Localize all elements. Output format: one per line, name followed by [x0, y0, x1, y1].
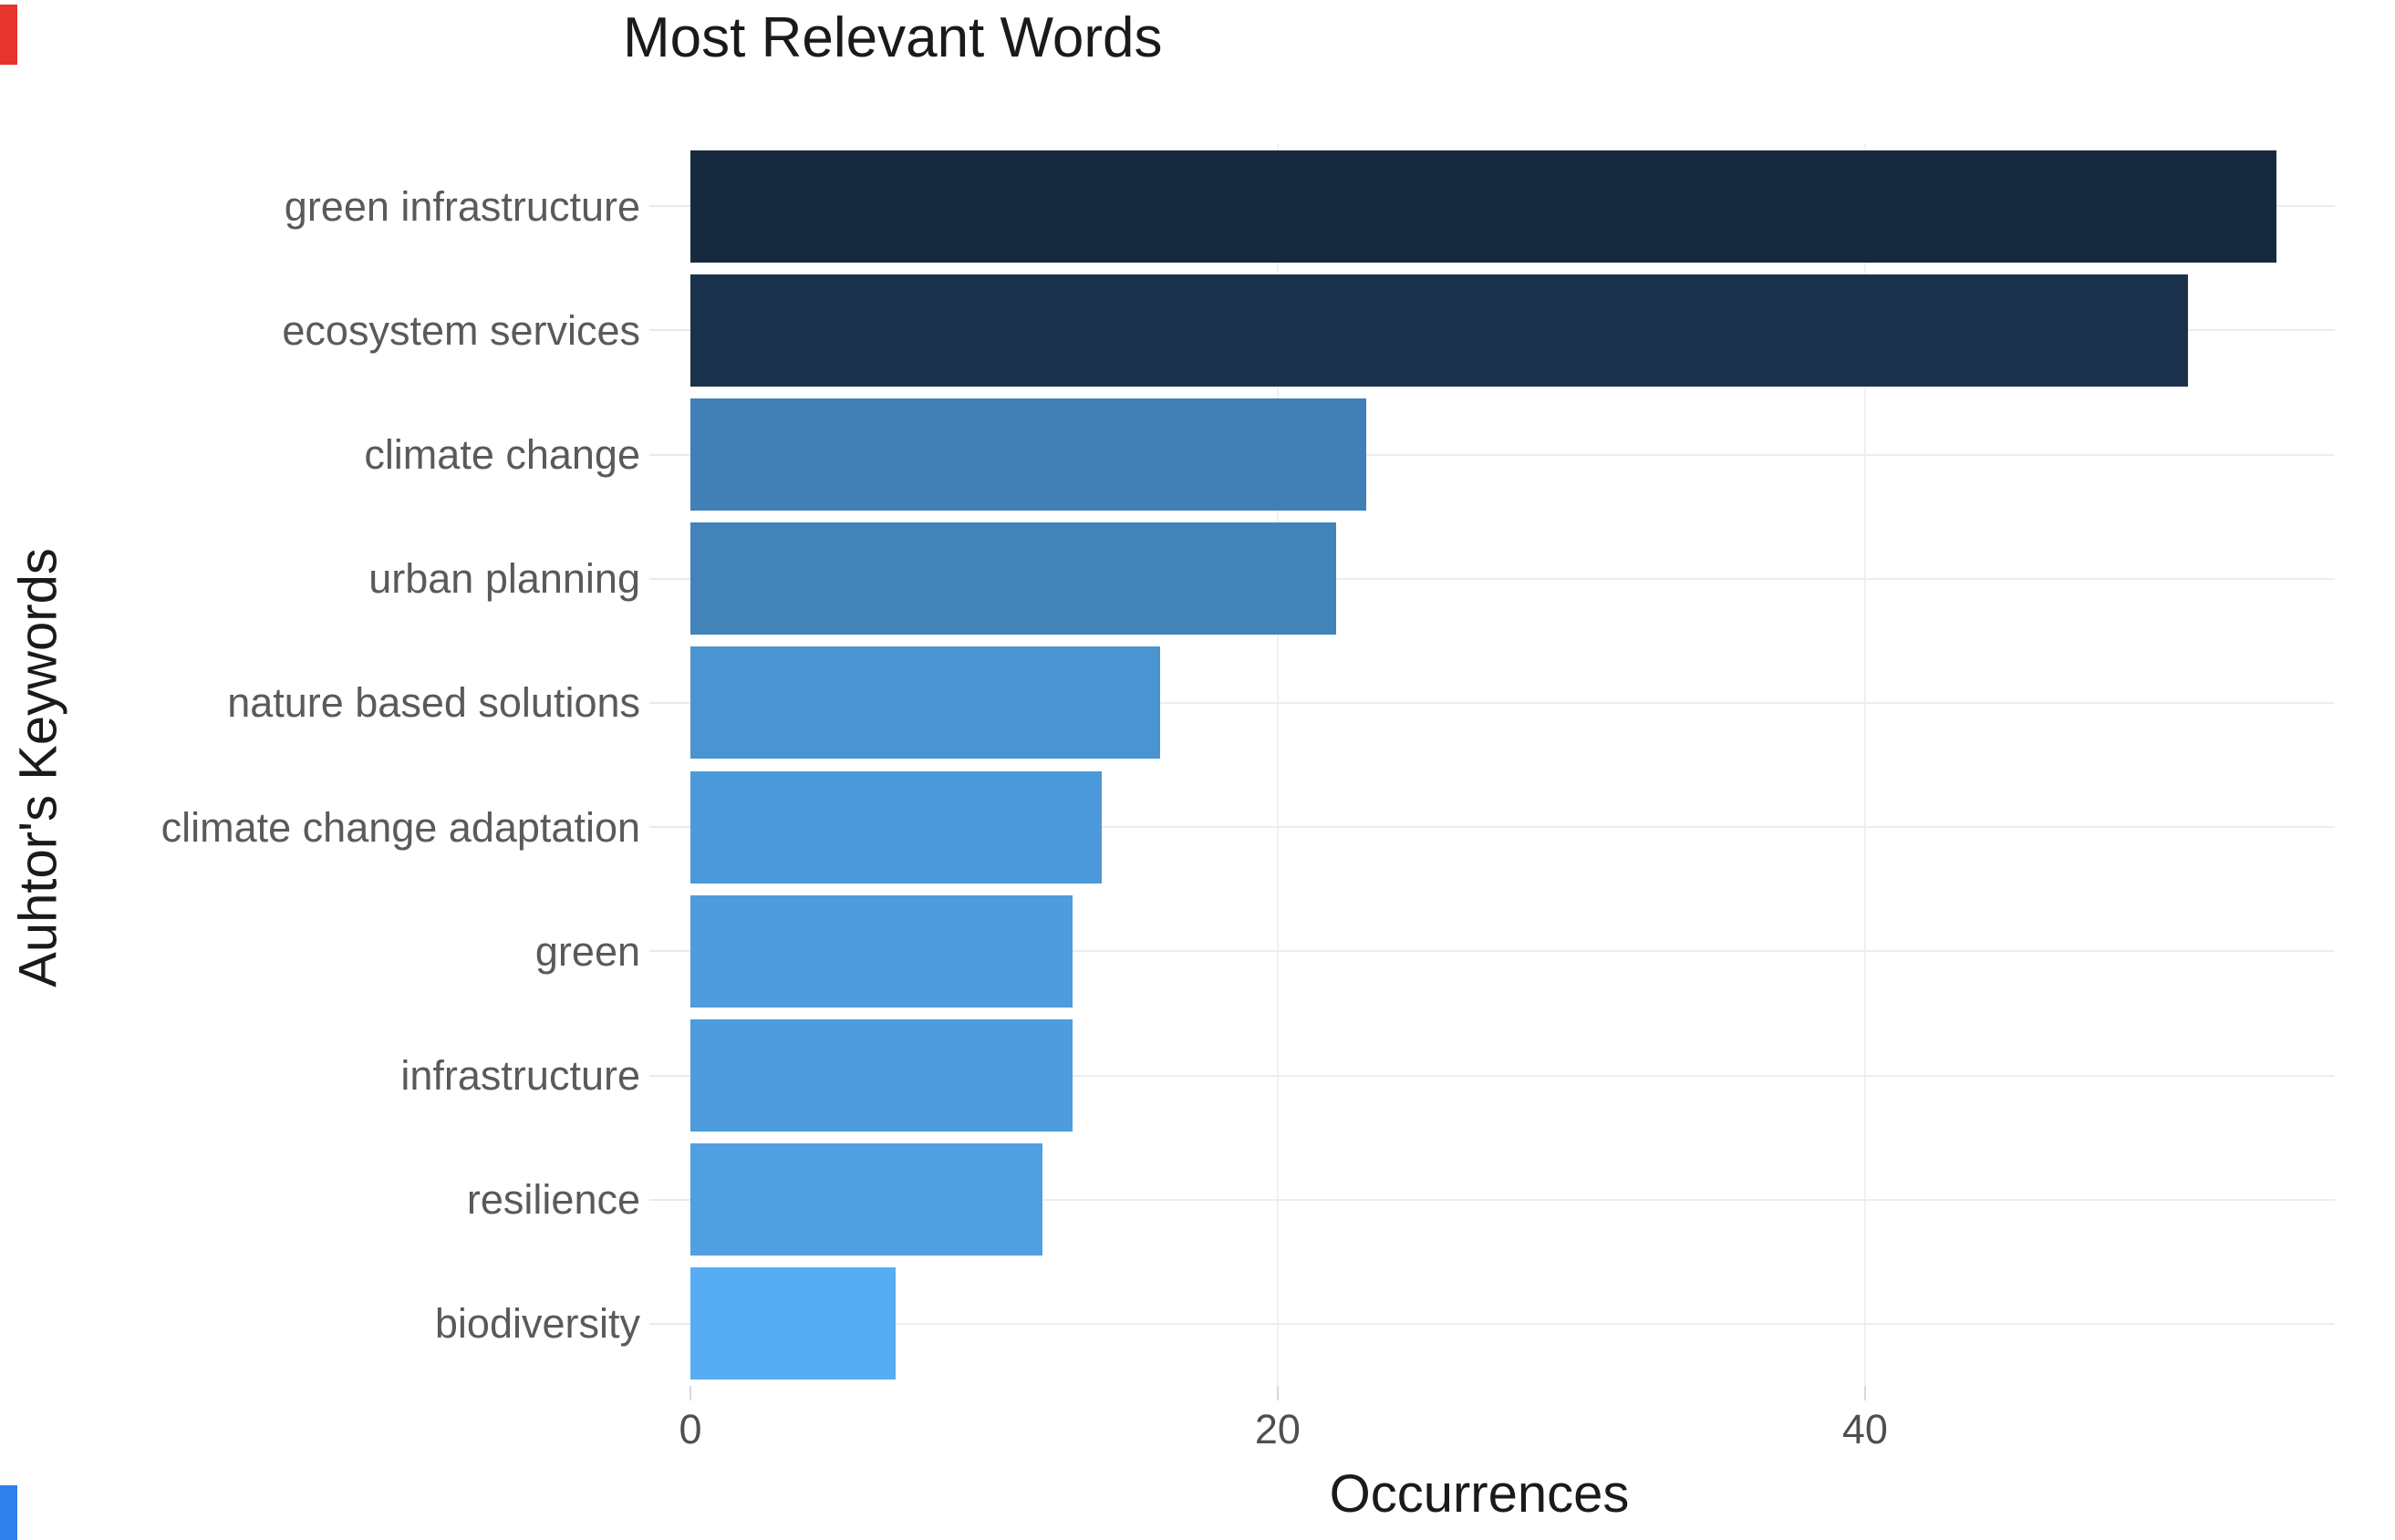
- plot-area: green infrastructure ecosystem services …: [0, 144, 2335, 1386]
- category-label: infrastructure: [400, 1052, 640, 1100]
- vertical-gridlines: [690, 144, 2335, 1386]
- bar-cell: [690, 1262, 2335, 1386]
- bar-row: infrastructure: [0, 1013, 2335, 1137]
- bar-row: climate change: [0, 392, 2335, 516]
- bar-cell: [690, 1138, 2335, 1262]
- y-axis-tick: [649, 1074, 690, 1077]
- bar-row: nature based solutions: [0, 641, 2335, 765]
- bar: [690, 770, 1102, 884]
- bar: [690, 274, 2189, 387]
- horizontal-gridline: [690, 453, 2335, 456]
- bar-cell: [690, 641, 2335, 765]
- horizontal-gridline: [690, 577, 2335, 580]
- y-axis-tick: [649, 826, 690, 829]
- category-label: climate change adaptation: [161, 803, 640, 851]
- horizontal-gridline: [690, 701, 2335, 704]
- vertical-gridline: [1863, 144, 1866, 1386]
- y-axis-tick: [649, 1322, 690, 1325]
- bar-cell: [690, 889, 2335, 1013]
- chart-title: Most Relevant Words: [623, 6, 1163, 69]
- left-edge-red-mark: [0, 5, 17, 65]
- horizontal-gridline: [690, 1322, 2335, 1325]
- category-cell: green infrastructure: [0, 144, 690, 268]
- x-axis-title: Occurrences: [1329, 1464, 1630, 1524]
- bar-cell: [690, 517, 2335, 641]
- left-edge-blue-mark: [0, 1485, 17, 1540]
- category-cell: biodiversity: [0, 1262, 690, 1386]
- bar: [690, 522, 1337, 636]
- category-cell: climate change adaptation: [0, 765, 690, 889]
- category-cell: climate change: [0, 392, 690, 516]
- horizontal-gridline: [690, 950, 2335, 953]
- y-axis-tick: [649, 1198, 690, 1201]
- category-label: resilience: [466, 1176, 640, 1224]
- category-label: green: [534, 927, 640, 975]
- category-cell: resilience: [0, 1138, 690, 1262]
- x-axis-tick: [1276, 1386, 1279, 1400]
- category-label: climate change: [364, 431, 640, 478]
- x-axis: 0 20 40: [679, 1386, 2335, 1477]
- y-axis-tick: [649, 205, 690, 208]
- bar-row: green: [0, 889, 2335, 1013]
- bar: [690, 1018, 1073, 1132]
- bar: [690, 894, 1073, 1008]
- x-axis-tick-label: 0: [679, 1406, 702, 1452]
- category-cell: nature based solutions: [0, 641, 690, 765]
- y-axis-tick: [649, 701, 690, 704]
- y-axis-tick: [649, 453, 690, 456]
- horizontal-gridline: [690, 1198, 2335, 1201]
- bar-cell: [690, 1013, 2335, 1137]
- bar-cell: [690, 765, 2335, 889]
- bar-cell: [690, 392, 2335, 516]
- category-label: ecosystem services: [282, 306, 640, 354]
- bar-cell: [690, 268, 2335, 392]
- category-cell: urban planning: [0, 517, 690, 641]
- bar: [690, 1267, 897, 1380]
- bar-rows: green infrastructure ecosystem services …: [0, 144, 2335, 1386]
- x-axis-tick: [1863, 1386, 1866, 1400]
- bar-row: ecosystem services: [0, 268, 2335, 392]
- bar-row: resilience: [0, 1138, 2335, 1262]
- category-label: urban planning: [368, 555, 640, 603]
- y-axis-tick: [649, 950, 690, 953]
- bar-row: green infrastructure: [0, 144, 2335, 268]
- bar: [690, 1143, 1043, 1256]
- bar-cell: [690, 144, 2335, 268]
- bar: [690, 646, 1161, 760]
- x-axis-tick-label: 40: [1841, 1406, 1888, 1452]
- x-axis-tick-label: 20: [1254, 1406, 1301, 1452]
- vertical-gridline: [1276, 144, 1279, 1386]
- category-label: green infrastructure: [284, 182, 640, 230]
- bar-row: climate change adaptation: [0, 765, 2335, 889]
- bar: [690, 398, 1366, 512]
- bar-row: urban planning: [0, 517, 2335, 641]
- category-cell: green: [0, 889, 690, 1013]
- bar: [690, 150, 2276, 263]
- y-axis-tick: [649, 577, 690, 580]
- bar-row: biodiversity: [0, 1262, 2335, 1386]
- x-axis-tick: [689, 1386, 691, 1400]
- horizontal-gridline: [690, 1074, 2335, 1077]
- category-label: biodiversity: [434, 1300, 640, 1348]
- y-axis-tick: [649, 329, 690, 332]
- category-label: nature based solutions: [227, 679, 640, 727]
- horizontal-gridline: [690, 826, 2335, 829]
- category-cell: infrastructure: [0, 1013, 690, 1137]
- category-cell: ecosystem services: [0, 268, 690, 392]
